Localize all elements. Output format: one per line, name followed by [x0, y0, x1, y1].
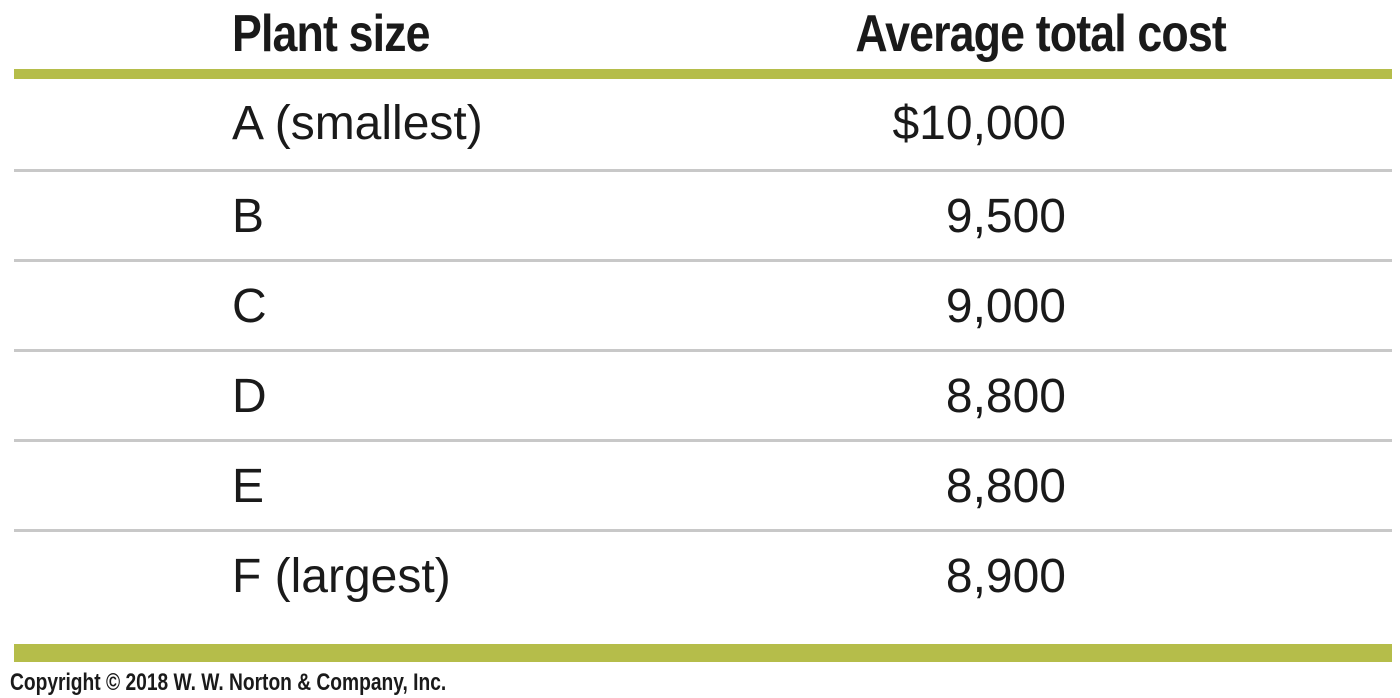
footer-rule	[14, 644, 1392, 662]
average-total-cost-cell: 8,800	[945, 460, 1066, 513]
table-body: A (smallest) $10,000 B 9,500 C 9,000 D 8…	[14, 79, 1392, 619]
plant-size-cell: B	[232, 190, 265, 243]
table-row: C 9,000	[14, 259, 1392, 349]
plant-size-cell: A (smallest)	[232, 97, 483, 150]
copyright-notice: Copyright © 2018 W. W. Norton & Company,…	[10, 669, 447, 696]
plant-size-cell: F (largest)	[232, 550, 451, 603]
average-total-cost-cell: $10,000	[892, 97, 1066, 150]
table-row: E 8,800	[14, 439, 1392, 529]
average-total-cost-cell: 9,500	[945, 190, 1066, 243]
plant-size-cell: E	[232, 460, 265, 513]
column-header-plant-size: Plant size	[232, 5, 431, 63]
table-header: Plant size Average total cost	[0, 0, 1400, 70]
plant-size-cell: D	[232, 370, 267, 423]
average-total-cost-cell: 8,900	[945, 550, 1066, 603]
table-row: F (largest) 8,900	[14, 529, 1392, 619]
table-row: B 9,500	[14, 169, 1392, 259]
table-row: A (smallest) $10,000	[14, 79, 1392, 169]
average-total-cost-cell: 8,800	[945, 370, 1066, 423]
header-rule	[14, 69, 1392, 79]
plant-size-cell: C	[232, 280, 267, 333]
table-row: D 8,800	[14, 349, 1392, 439]
average-total-cost-cell: 9,000	[945, 280, 1066, 333]
column-header-average-total-cost: Average total cost	[855, 5, 1226, 63]
